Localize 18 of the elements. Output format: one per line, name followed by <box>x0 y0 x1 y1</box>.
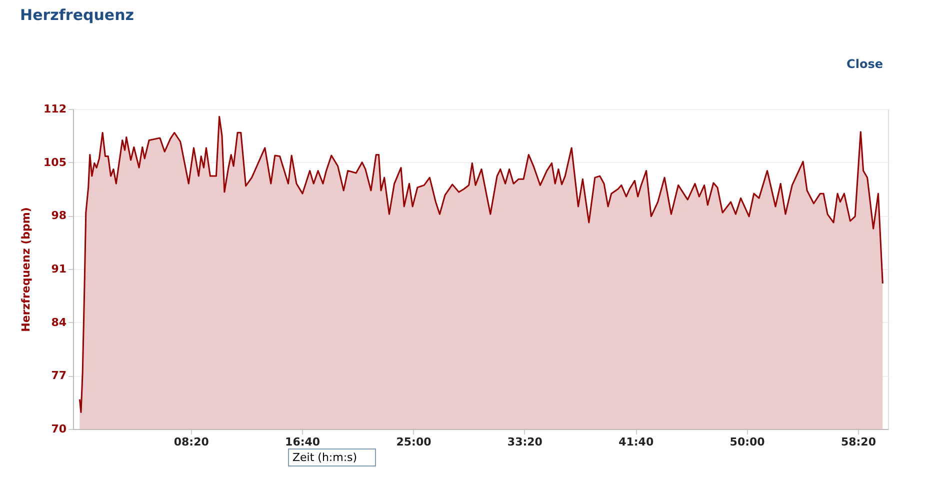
y-tick-label: 77 <box>51 369 66 382</box>
y-tick-label: 98 <box>51 209 66 222</box>
x-tick-label: 50:00 <box>730 436 766 448</box>
text: Close <box>846 57 883 71</box>
x-tick-label: 08:20 <box>174 436 210 448</box>
x-tick-label: 16:40 <box>285 436 320 448</box>
x-axis-title: Zeit (h:m:s) <box>292 451 358 464</box>
y-tick-label: 84 <box>51 316 67 329</box>
y-axis-title: Herzfrequenz (bpm) <box>20 207 33 332</box>
x-tick-label: 58:20 <box>840 436 876 448</box>
x-tick-label: 33:20 <box>507 436 543 448</box>
x-tick-label: 41:40 <box>618 436 654 448</box>
x-tick-label: 25:00 <box>396 436 432 448</box>
chart-title: Herzfrequenz <box>20 6 134 24</box>
y-tick-label: 112 <box>44 102 66 116</box>
y-tick-label: 91 <box>51 262 66 276</box>
y-tick-label: 70 <box>51 422 67 436</box>
y-tick-label: 105 <box>44 156 66 169</box>
